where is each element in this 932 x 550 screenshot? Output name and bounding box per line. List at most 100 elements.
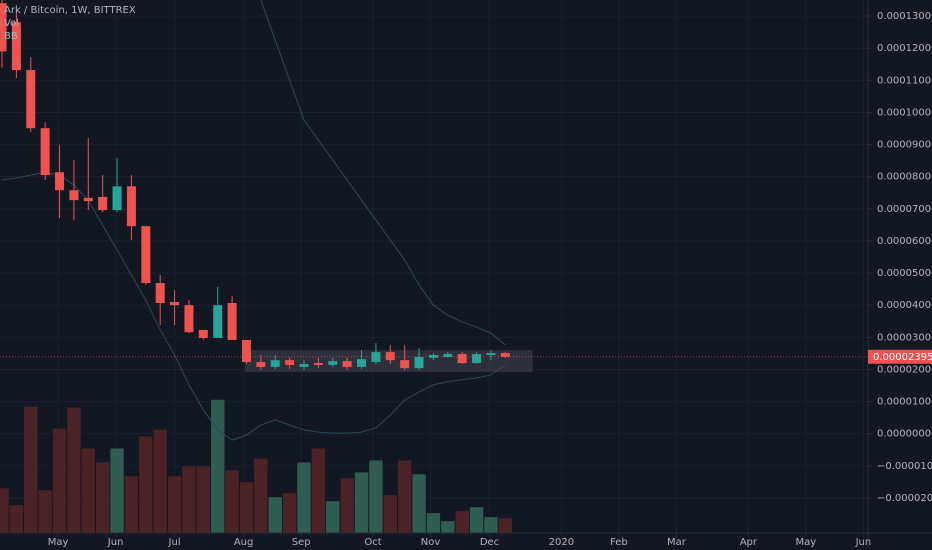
candle-body [126,186,136,227]
candle-body [313,363,323,365]
candle-body [170,302,180,306]
axes: 0.00013000 0.00012000 0.00011000 0.00010000… [48,11,932,548]
volume-bar [225,470,239,533]
volume-bar [167,476,182,533]
y-tick-label: 0.00003000 [877,332,932,343]
candle-body [198,329,208,338]
volume-bar [282,493,297,533]
grid [0,0,868,533]
candle-body [227,302,237,340]
x-tick-label: 2020 [549,537,574,548]
volume-bar [326,501,340,533]
y-tick-label: 0.00006000 [877,236,932,247]
candle-body [184,305,194,333]
volume-bar [484,517,498,533]
volume-bar [95,462,110,533]
legend-item: BB [4,31,18,42]
candle-body [112,186,122,211]
volume-bar [67,407,81,533]
volume-bar [124,476,139,533]
volume-bar [182,466,196,533]
volume-bar [52,428,67,533]
y-tick-label: −0.00002000 [877,493,932,504]
volume-bar [24,406,38,533]
candle-body [357,359,367,367]
y-tick-label: 0.00008000 [877,172,932,183]
volume-bar [211,399,225,533]
volume-bar [340,478,354,533]
candle-body [141,226,151,284]
last-price-label: 0.00002395 [873,352,932,363]
candle-body [443,354,453,357]
candle-body [40,128,50,176]
candle-body [486,353,496,356]
volume-bar [268,497,282,533]
candle-body [241,339,251,363]
candle-body [11,22,21,71]
volume-bar [498,518,513,533]
candle-body [155,283,165,303]
candle-body [55,172,65,191]
x-tick-label: Apr [740,537,758,548]
candle-body [385,352,395,361]
candle-body [26,70,36,129]
volume-bar [311,448,326,533]
y-tick-label: 0.00010000 [877,107,932,118]
candle-body [472,354,482,364]
candle-body [414,356,424,369]
candle-body [83,197,93,202]
y-tick-label: −0.00001000 [877,461,932,472]
candle-body [256,362,266,367]
candle-body [98,196,108,211]
y-tick-label: 0.00007000 [877,204,932,215]
volume-bar [239,482,254,533]
volume-bar [426,513,441,533]
candle-body [270,360,280,367]
bollinger-band [260,0,506,346]
x-tick-label: May [48,537,69,548]
candle-body [400,360,410,369]
y-tick-label: 0.00002000 [877,364,932,375]
volume-bar [397,460,412,533]
x-tick-label: Jun [107,537,124,548]
volume-bar [9,505,24,533]
volume-bar [455,511,469,533]
volume-bar [139,436,153,533]
volume-bar [254,458,268,533]
volume-bar [81,448,95,533]
candle-body [0,3,7,52]
volume-bar [412,474,426,533]
y-tick-label: 0.00011000 [877,75,932,86]
volume-bar [383,495,397,533]
candle-body [342,361,352,367]
last-price-tag [868,349,932,364]
y-tick-label: 0.00009000 [877,140,932,151]
x-tick-label: Mar [667,537,687,548]
candle-body [69,190,79,201]
volume-bar [38,490,52,533]
volume-bar [297,462,311,533]
x-tick-label: Feb [610,537,628,548]
volume-bar [369,460,383,533]
volume-bar [153,429,167,533]
bollinger-band [1,171,506,441]
candle-body [213,305,223,338]
volume-bar [469,507,484,533]
x-tick-label: Jun [855,537,872,548]
x-tick-label: Aug [234,537,254,548]
x-tick-label: Sep [292,537,311,548]
y-tick-label: 0.00004000 [877,300,932,311]
x-tick-label: Nov [421,537,441,548]
candle-body [285,360,295,365]
candle-body [299,364,309,367]
candle-body [500,353,510,357]
volume-bar [110,448,124,533]
candle-body [328,361,338,365]
y-tick-label: 0.00000000 [877,429,932,440]
plot-area [0,0,868,533]
legend-item: Vol [4,18,19,29]
y-tick-label: 0.00012000 [877,43,932,54]
x-tick-label: Oct [364,537,381,548]
